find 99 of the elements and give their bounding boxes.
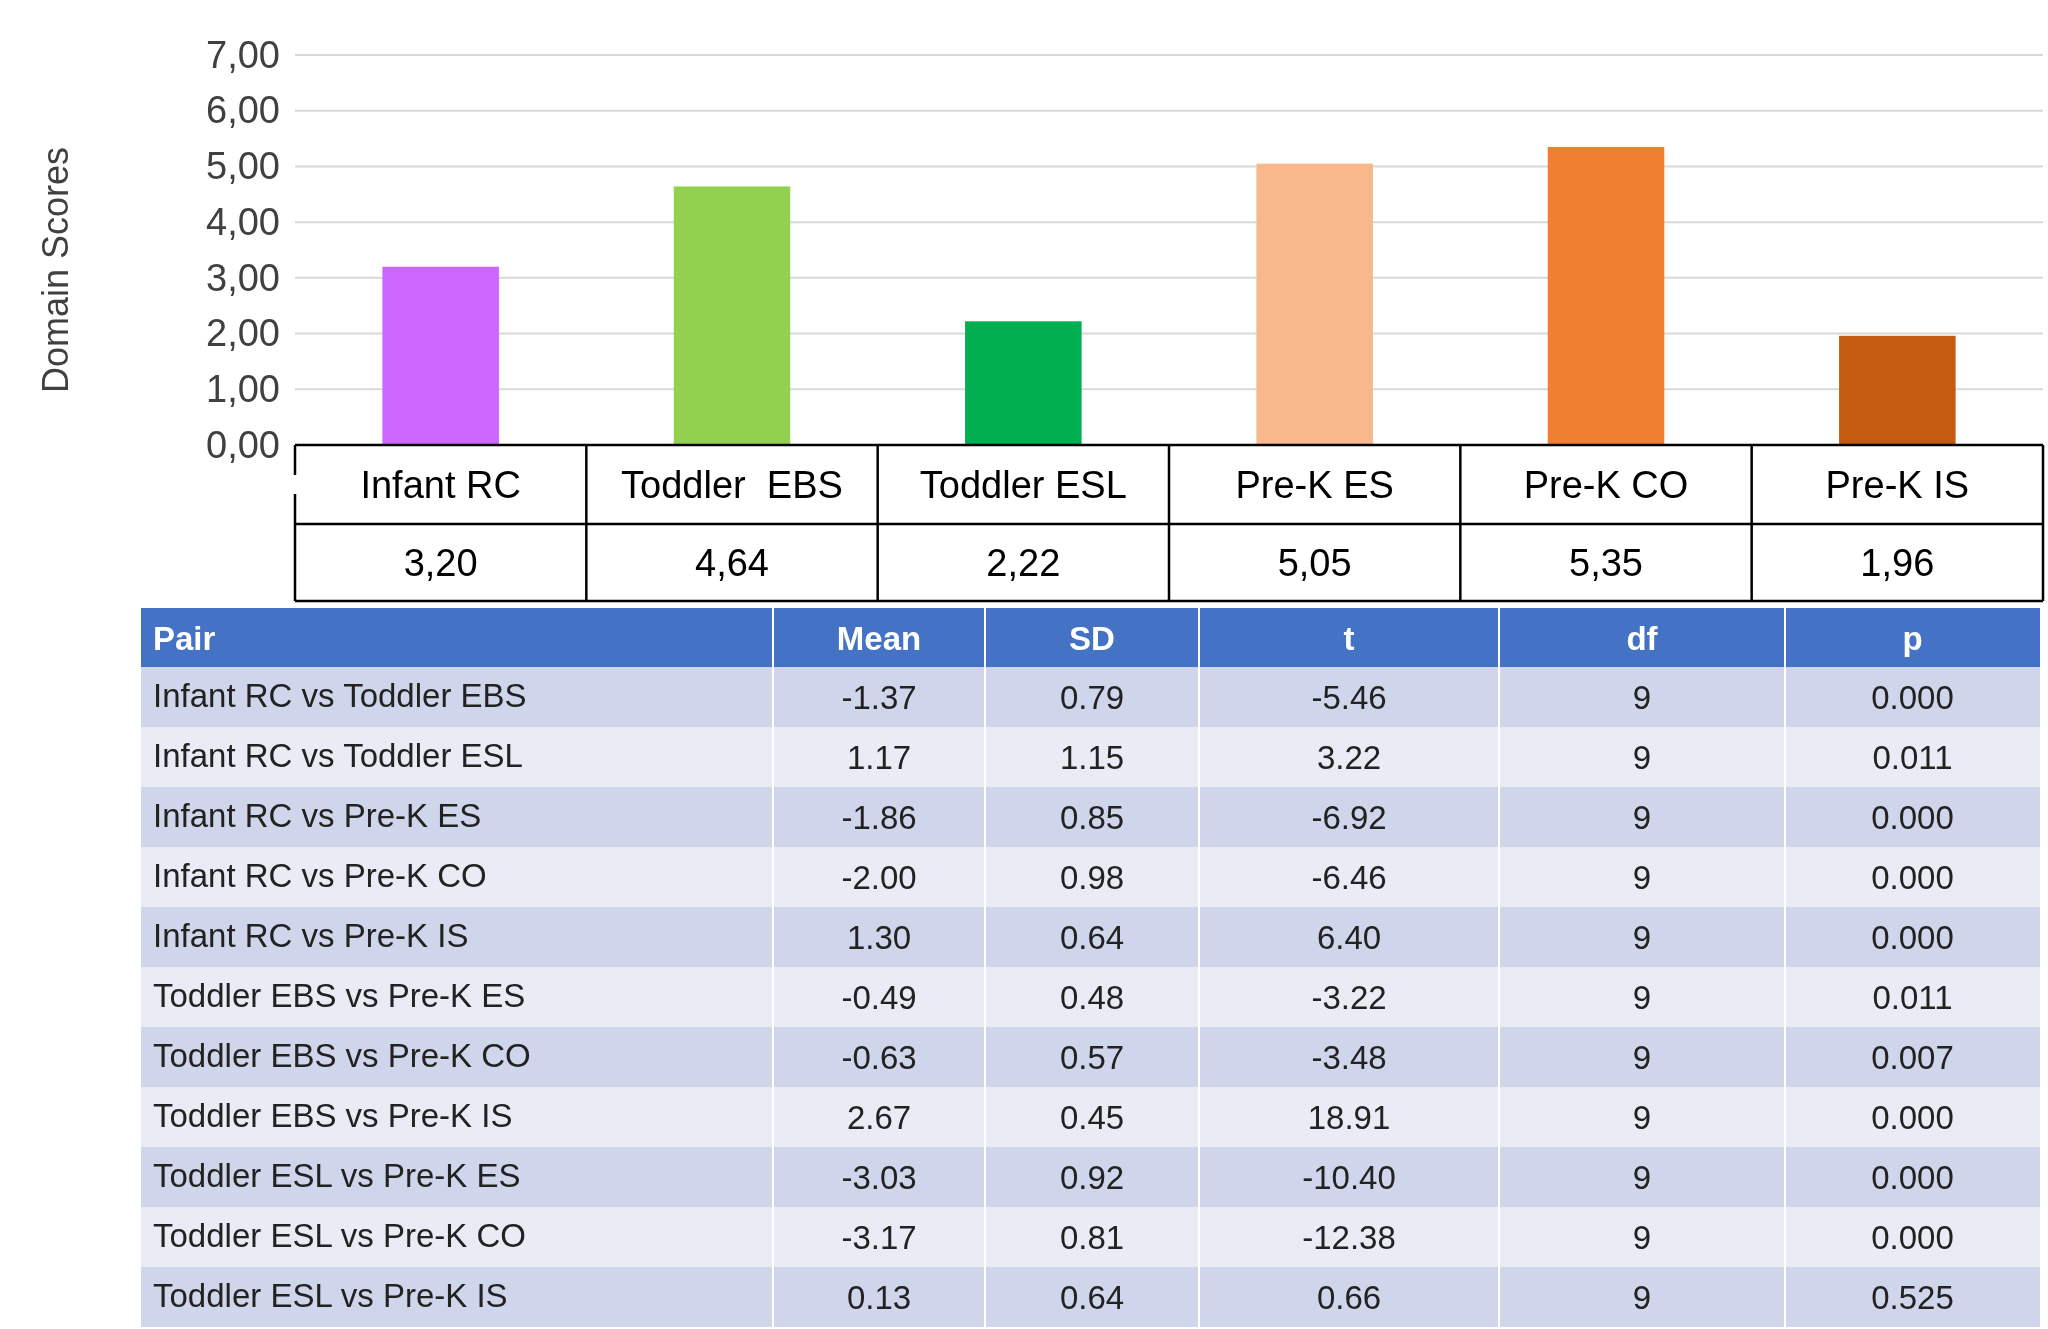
text: 0.000: [1871, 1099, 1954, 1136]
category-label: Infant RC vs Toddler ESL: [153, 737, 523, 774]
text: -3.22: [1311, 979, 1387, 1016]
category-label: Toddler ESL vs Pre-K ES: [153, 1157, 521, 1194]
text: 9: [1632, 1039, 1652, 1076]
text: 0.64: [1059, 919, 1125, 956]
category-label: Toddler ESL vs Pre-K CO: [153, 1217, 526, 1254]
text: 0.000: [1871, 1219, 1954, 1256]
text: 0.000: [1871, 799, 1954, 836]
text: -1.86: [841, 799, 917, 836]
text: 3.22: [1316, 739, 1382, 776]
text: 0.66: [1316, 1279, 1382, 1316]
bar: [1256, 163, 1373, 445]
text: 1.15: [1059, 739, 1125, 776]
bar: [1547, 146, 1665, 445]
y-tick-label: 5,00: [206, 145, 280, 188]
text: 9: [1632, 919, 1652, 956]
text: 0.79: [1059, 679, 1125, 716]
x-tick-label: Pre-K CO: [1523, 463, 1689, 506]
text: 0.81: [1059, 1219, 1125, 1256]
text: 0.13: [846, 1279, 912, 1316]
bar: [1839, 335, 1956, 445]
text: 0.011: [1872, 979, 1953, 1016]
category-label: t: [1343, 620, 1355, 657]
text: 0.98: [1059, 859, 1125, 896]
text: 9: [1632, 679, 1652, 716]
y-tick-label: 2,00: [206, 312, 280, 355]
text: 0.45: [1059, 1099, 1125, 1136]
data-label: 2,22: [986, 541, 1061, 584]
text: 2.67: [846, 1099, 912, 1136]
text: 9: [1632, 1279, 1652, 1316]
text: 1.30: [846, 919, 912, 956]
category-label: Toddler EBS vs Pre-K IS: [153, 1097, 513, 1134]
x-tick-label: Pre-K IS: [1825, 463, 1970, 506]
category-label: Infant RC vs Pre-K ES: [153, 797, 482, 834]
text: 0.57: [1059, 1039, 1125, 1076]
data-label: 5,05: [1277, 541, 1352, 584]
x-tick-label: Pre-K ES: [1235, 463, 1394, 506]
text: -6.46: [1311, 859, 1387, 896]
text: -3.03: [841, 1159, 917, 1196]
category-label: SD: [1069, 620, 1115, 657]
y-tick-label: 3,00: [206, 256, 280, 299]
bar: [965, 321, 1082, 445]
category-label: p: [1902, 620, 1923, 657]
text: 9: [1632, 1099, 1652, 1136]
text: 0.92: [1059, 1159, 1125, 1196]
category-label: Infant RC vs Pre-K CO: [153, 857, 487, 894]
text: -12.38: [1302, 1219, 1396, 1256]
y-tick-label: 6,00: [206, 89, 280, 132]
text: -6.92: [1311, 799, 1387, 836]
data-label: 3,20: [403, 541, 478, 584]
text: 9: [1632, 799, 1652, 836]
category-label: Mean: [836, 620, 922, 657]
text: 0.525: [1871, 1279, 1954, 1316]
category-label: Infant RC vs Pre-K IS: [153, 917, 469, 954]
category-label: Infant RC vs Toddler EBS: [153, 677, 527, 714]
text: -10.40: [1302, 1159, 1396, 1196]
text: 0.000: [1871, 679, 1954, 716]
text: -3.48: [1311, 1039, 1387, 1076]
data-label: 4,64: [695, 541, 769, 584]
bar: [673, 186, 791, 445]
category-label: Toddler EBS vs Pre-K ES: [153, 977, 526, 1014]
text: 9: [1632, 1159, 1652, 1196]
text: -0.49: [841, 979, 917, 1016]
y-axis-title: Domain Scores: [35, 146, 76, 394]
text: 0.007: [1871, 1039, 1954, 1076]
category-label: Toddler ESL vs Pre-K IS: [153, 1277, 508, 1314]
text: 0.85: [1059, 799, 1125, 836]
text: 6.40: [1316, 919, 1382, 956]
text: 18.91: [1307, 1099, 1391, 1136]
data-label: 5,35: [1569, 541, 1643, 584]
text: 0.000: [1871, 919, 1954, 956]
text: -1.37: [841, 679, 917, 716]
text: 9: [1632, 979, 1652, 1016]
y-tick-label: 4,00: [206, 200, 280, 243]
text: Pair: [153, 620, 216, 657]
text: 0.48: [1059, 979, 1125, 1016]
text: 0.011: [1872, 739, 1953, 776]
y-tick-label: 0,00: [206, 423, 280, 466]
text: 9: [1632, 739, 1652, 776]
x-tick-label: Infant RC: [360, 463, 521, 506]
category-label: df: [1626, 620, 1659, 657]
text: -2.00: [841, 859, 917, 896]
y-tick-label: 1,00: [206, 367, 280, 410]
text: 0.000: [1871, 1159, 1954, 1196]
text: 0.64: [1059, 1279, 1125, 1316]
text: -5.46: [1311, 679, 1387, 716]
x-tick-label: Toddler EBS: [621, 463, 843, 506]
category-label: Toddler EBS vs Pre-K CO: [153, 1037, 531, 1074]
text: -3.17: [841, 1219, 917, 1256]
text: 0.000: [1871, 859, 1954, 896]
text: 1.17: [846, 739, 912, 776]
text: 9: [1632, 859, 1652, 896]
bar: [382, 266, 499, 445]
y-tick-label: 7,00: [206, 33, 280, 76]
x-tick-label: Toddler ESL: [919, 463, 1127, 506]
text: 9: [1632, 1219, 1652, 1256]
data-label: 1,96: [1860, 541, 1935, 584]
text: -0.63: [841, 1039, 917, 1076]
